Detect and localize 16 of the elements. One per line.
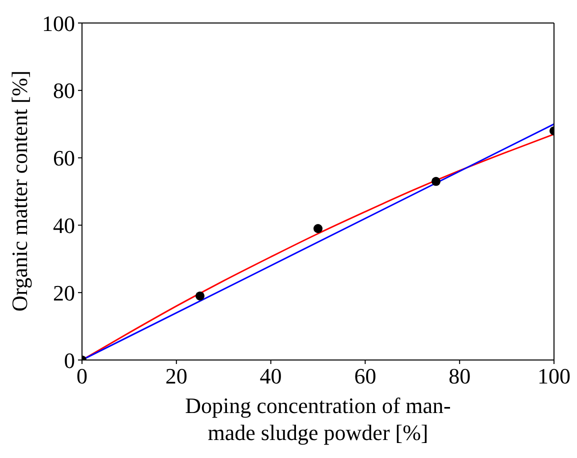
y-tick-label: 0 (64, 348, 75, 373)
y-tick-label: 60 (53, 146, 75, 171)
x-tick-label: 60 (354, 364, 376, 389)
point (431, 176, 441, 186)
y-tick-label: 100 (42, 10, 75, 36)
x-tick-label: 100 (538, 364, 570, 389)
x-tick-label: 40 (260, 364, 282, 389)
y-tick-label: 40 (53, 213, 75, 238)
x-tick-label: 20 (165, 364, 188, 389)
x-axis-title: Doping concentration of man-made sludge powder [%] (184, 392, 452, 446)
y-axis-title: Organic matter content [%] (7, 70, 33, 312)
point (313, 224, 323, 234)
y-tick-label: 80 (53, 78, 75, 104)
y-tick-label: 20 (53, 280, 75, 306)
point (195, 291, 205, 300)
x-tick-label: 80 (448, 364, 471, 389)
